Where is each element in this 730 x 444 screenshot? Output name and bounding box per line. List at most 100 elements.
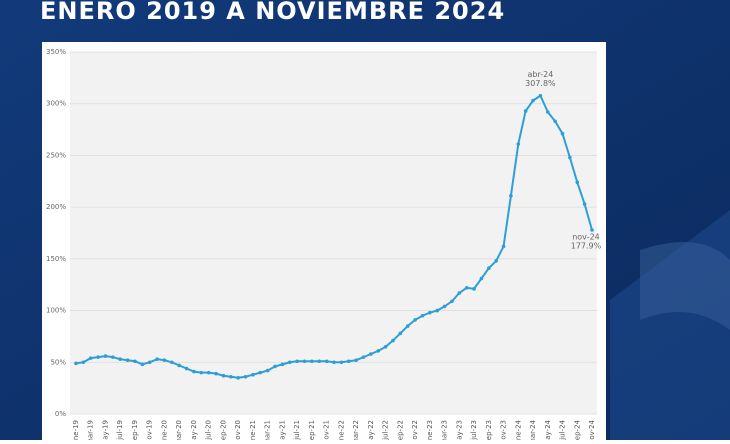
data-point: [170, 360, 174, 365]
data-point: [206, 370, 211, 375]
data-point: [177, 363, 181, 368]
x-tick-label: nov-19: [146, 420, 154, 440]
data-point: [162, 358, 167, 363]
data-point: [582, 202, 587, 206]
data-point: [184, 366, 189, 371]
x-tick-label: mar-19: [87, 420, 95, 440]
data-point: [346, 359, 351, 364]
data-point: [501, 244, 506, 249]
data-point: [405, 324, 410, 328]
y-tick-label: 100%: [46, 307, 66, 315]
x-tick-label: ene-19: [72, 420, 80, 440]
x-tick-label: sep-22: [396, 420, 404, 440]
x-tick-label: jul-19: [116, 420, 124, 440]
y-tick-label: 200%: [46, 203, 66, 211]
y-tick-label: 250%: [46, 151, 66, 159]
x-tick-label: nov-23: [500, 420, 508, 440]
y-tick-label: 150%: [46, 255, 66, 263]
data-point: [553, 119, 557, 124]
data-point: [487, 266, 491, 270]
data-point: [133, 359, 137, 364]
data-point: [96, 355, 100, 359]
data-point: [332, 360, 336, 365]
x-tick-label: jul-20: [205, 420, 213, 440]
data-point: [509, 193, 513, 198]
data-point: [265, 368, 270, 373]
x-tick-label: mar-21: [264, 420, 272, 440]
data-point: [317, 359, 322, 364]
data-point: [472, 287, 476, 291]
x-tick-label: may-22: [367, 420, 375, 440]
x-tick-label: nov-22: [411, 420, 419, 440]
data-point: [229, 374, 233, 379]
data-point: [310, 359, 314, 364]
data-point: [88, 356, 93, 360]
x-tick-label: jul-23: [470, 420, 478, 440]
chart-title: ENERO 2019 A NOVIEMBRE 2024: [40, 0, 505, 25]
x-tick-label: ene-21: [249, 420, 257, 440]
data-point: [479, 276, 484, 281]
x-tick-label: mar-23: [441, 420, 449, 440]
y-tick-label: 0%: [55, 410, 66, 418]
x-tick-label: sep-20: [219, 420, 227, 440]
x-tick-label: may-20: [190, 420, 198, 440]
data-point: [457, 291, 462, 295]
data-point: [575, 180, 580, 185]
data-point: [295, 359, 299, 364]
data-point: [221, 373, 226, 378]
data-point: [81, 360, 86, 365]
value-label: 307.8%: [525, 79, 556, 88]
data-point: [590, 228, 594, 232]
decoration: [640, 242, 730, 330]
data-point: [251, 372, 255, 377]
data-point: [287, 360, 292, 365]
data-point: [383, 344, 388, 349]
data-point: [103, 354, 108, 358]
data-point: [545, 110, 550, 114]
data-point: [147, 360, 152, 365]
x-tick-label: may-19: [101, 420, 109, 440]
data-point: [118, 357, 123, 361]
x-tick-label: sep-23: [485, 420, 493, 440]
data-point: [258, 370, 263, 375]
x-tick-label: mar-24: [529, 419, 537, 440]
x-tick-label: may-21: [278, 420, 286, 440]
x-tick-label: ene-22: [337, 420, 345, 440]
data-point: [464, 286, 469, 290]
x-tick-label: may-23: [455, 420, 463, 440]
x-tick-label: sep-19: [131, 420, 139, 440]
data-point: [398, 331, 403, 336]
x-tick-label: sep-24: [573, 419, 581, 440]
data-point: [523, 109, 528, 113]
x-tick-label: may-24: [544, 419, 552, 440]
annotation: nov-24: [572, 233, 600, 242]
x-tick-label: jul-22: [382, 420, 390, 440]
data-point: [450, 299, 454, 304]
data-point: [236, 376, 240, 380]
x-tick-label: jul-21: [293, 420, 301, 440]
data-point: [192, 369, 196, 374]
data-point: [280, 362, 285, 367]
data-point: [413, 318, 417, 322]
y-tick-label: 50%: [50, 358, 66, 366]
data-point: [494, 259, 498, 263]
data-point: [442, 304, 447, 309]
data-point: [302, 359, 307, 364]
x-tick-label: ene-24: [514, 419, 522, 440]
data-point: [560, 131, 565, 136]
data-point: [420, 313, 425, 318]
data-point: [324, 359, 329, 364]
data-point: [538, 93, 543, 98]
data-point: [214, 371, 218, 376]
data-point: [361, 355, 366, 359]
data-point: [435, 308, 440, 313]
data-point: [516, 142, 521, 146]
data-point: [369, 352, 373, 356]
x-tick-label: nov-21: [323, 420, 331, 440]
x-tick-label: ene-20: [160, 420, 168, 440]
data-point: [376, 349, 381, 353]
data-point: [111, 355, 115, 359]
x-tick-label: nov-24: [588, 419, 596, 440]
